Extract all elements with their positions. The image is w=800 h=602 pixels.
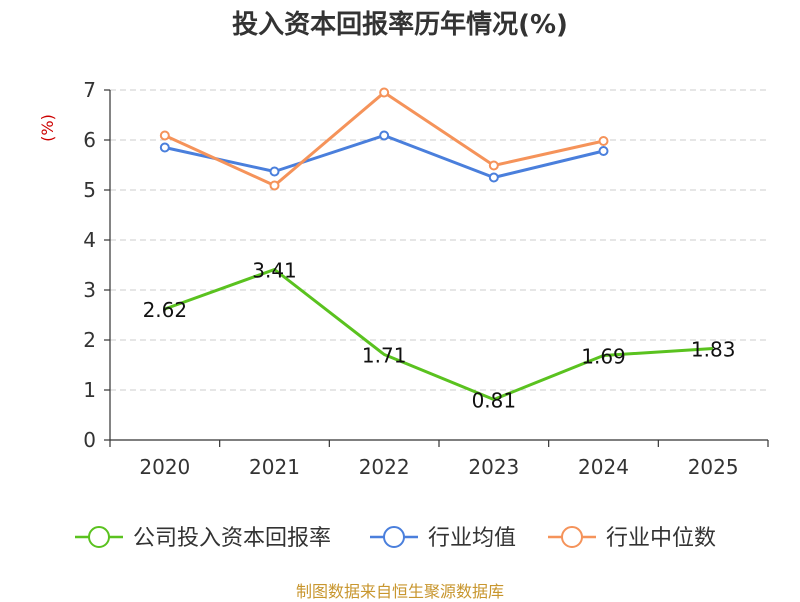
legend-swatch-marker [561, 526, 583, 548]
source-note: 制图数据来自恒生聚源数据库 [295, 582, 504, 601]
x-tick-label: 2020 [139, 455, 190, 479]
grid-lines [110, 89, 768, 391]
data-label: 1.71 [362, 344, 407, 368]
series-point [379, 130, 390, 141]
series-point [269, 166, 280, 177]
legend: 公司投入资本回报率 行业均值 行业中位数 [75, 526, 716, 551]
x-tick-label: 2022 [359, 455, 410, 479]
x-tick-label: 2024 [578, 455, 629, 479]
series-lines [159, 87, 714, 401]
legend-label: 公司投入资本回报率 [133, 526, 331, 551]
series-line [164, 268, 714, 401]
data-label: 1.83 [691, 338, 736, 362]
y-tick-label: 1 [83, 378, 96, 402]
data-label: 3.41 [252, 259, 297, 283]
y-tick-label: 7 [83, 78, 96, 102]
x-tick-label: 2021 [249, 455, 300, 479]
legend-swatch-marker [383, 526, 405, 548]
y-tick-label: 0 [83, 428, 96, 452]
series-point [598, 136, 609, 146]
data-label: 1.69 [581, 345, 626, 369]
series-point [379, 87, 390, 98]
legend-label: 行业中位数 [606, 526, 716, 551]
y-tick-label: 6 [83, 128, 96, 152]
data-label: 0.81 [472, 389, 517, 413]
y-tick-label: 4 [83, 228, 96, 252]
series-point [269, 180, 280, 191]
y-tick-label: 2 [83, 328, 96, 352]
x-tick-label: 2023 [468, 455, 519, 479]
series-point [488, 172, 499, 183]
data-label: 2.62 [143, 298, 188, 322]
axes: 0 1 2 3 4 5 6 7 2020 2021 2022 2023 2024 2025 [83, 78, 769, 479]
series-point [598, 146, 609, 156]
series-point [159, 142, 170, 153]
data-labels: 2.62 3.41 1.71 0.81 1.69 1.83 [143, 259, 736, 413]
y-tick-label: 3 [83, 278, 96, 302]
y-tick-label: 5 [83, 178, 96, 202]
chart-title: 投入资本回报率历年情况(%) [232, 10, 568, 40]
legend-label: 行业均值 [428, 526, 516, 551]
series-point [488, 160, 499, 171]
x-tick-label: 2025 [688, 455, 739, 479]
y-axis-label: (%) [38, 114, 57, 142]
series-point [159, 130, 170, 141]
legend-swatch-marker [88, 526, 110, 548]
